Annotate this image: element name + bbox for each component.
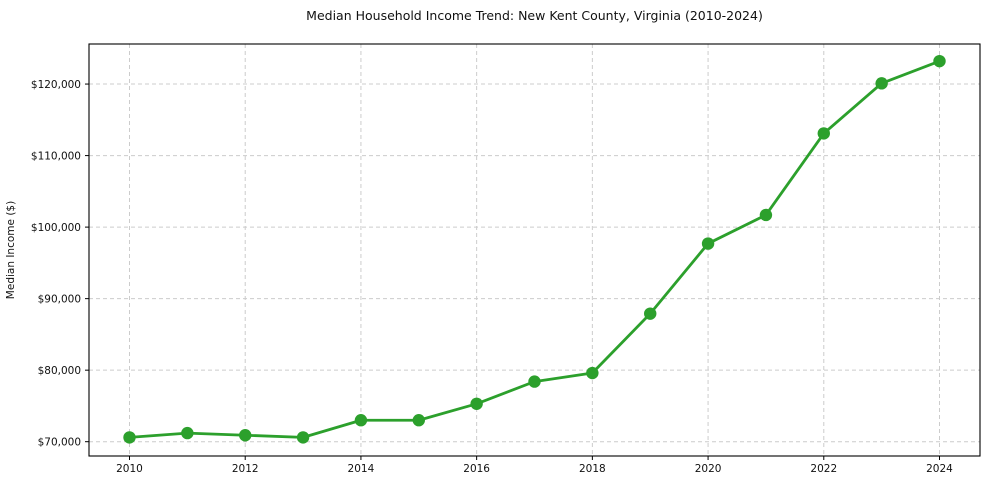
x-tick-label: 2020 xyxy=(695,463,722,475)
data-point xyxy=(123,431,136,444)
data-point xyxy=(412,414,425,427)
data-point xyxy=(586,366,599,380)
x-tick-label: 2012 xyxy=(232,463,259,475)
data-point xyxy=(239,429,252,442)
y-tick-label: $110,000 xyxy=(31,150,81,162)
data-point xyxy=(470,397,483,410)
data-point xyxy=(759,208,773,222)
data-point xyxy=(644,307,657,320)
x-tick-label: 2018 xyxy=(579,463,606,475)
y-tick-label: $100,000 xyxy=(31,222,81,234)
axis-ticks xyxy=(85,83,940,460)
data-point xyxy=(181,426,194,440)
data-point xyxy=(701,237,715,250)
y-tick-label: $90,000 xyxy=(38,293,81,305)
chart-title: Median Household Income Trend: New Kent … xyxy=(306,8,763,23)
x-tick-label: 2014 xyxy=(348,463,375,475)
data-point xyxy=(817,127,830,140)
x-tick-labels: 2010 2012 2014 2016 2018 2020 2022 2024 xyxy=(116,463,953,475)
y-axis-label: Median Income ($) xyxy=(5,201,17,299)
grid-lines xyxy=(89,44,980,456)
data-point xyxy=(354,414,368,427)
axes-frame xyxy=(88,43,981,457)
y-tick-label: $120,000 xyxy=(31,79,81,91)
x-tick-label: 2016 xyxy=(463,463,490,475)
x-tick-label: 2024 xyxy=(926,463,953,475)
data-point xyxy=(528,375,541,388)
x-tick-label: 2022 xyxy=(810,463,837,475)
data-point xyxy=(296,431,310,444)
x-tick-label: 2010 xyxy=(116,463,143,475)
y-tick-label: $70,000 xyxy=(38,436,81,448)
data-point xyxy=(875,77,888,90)
income-line-series xyxy=(123,54,946,444)
y-tick-label: $80,000 xyxy=(38,365,81,377)
y-tick-labels: $70,000 $80,000 $90,000 $100,000 $110,000 $12… xyxy=(31,79,81,449)
data-point xyxy=(933,54,946,68)
